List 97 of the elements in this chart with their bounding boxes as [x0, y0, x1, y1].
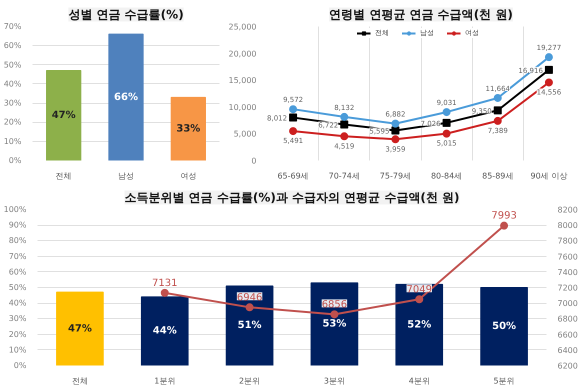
data-label: 7993 [491, 210, 517, 222]
point [544, 53, 553, 62]
x-tick-label: 전체 [56, 172, 72, 180]
bar [140, 296, 189, 366]
point [340, 132, 348, 140]
point [160, 288, 169, 297]
chart-title: 연령별 연평균 연금 수급액(천 원) [329, 8, 513, 22]
y-tick-label: 20% [4, 118, 22, 127]
x-tick-label: 65-69세 [277, 172, 309, 180]
y-tick-label: 60% [4, 41, 22, 50]
point [500, 222, 508, 230]
y2-tick-label: 6800 [558, 314, 578, 324]
y-tick-label: 90% [8, 220, 27, 230]
y-tick-label: 40% [4, 79, 22, 88]
x-tick-label: 75-79세 [380, 172, 412, 180]
bar [170, 96, 206, 160]
data-label: 7131 [152, 278, 178, 289]
y2-tick-label: 7000 [558, 299, 578, 308]
data-label: 33% [176, 123, 200, 134]
point [494, 94, 502, 102]
y2-tick-label: 7200 [558, 284, 578, 292]
y-tick-label: 50% [8, 283, 27, 292]
point [494, 116, 502, 125]
x-tick-label: 80-84세 [430, 172, 462, 180]
y2-tick-label: 8000 [558, 221, 578, 230]
chart-title: 성별 연금 수급률(%) [68, 8, 184, 22]
x-tick-label: 1분위 [154, 376, 176, 386]
y-tick-label: 40% [8, 298, 27, 308]
point [544, 66, 553, 74]
x-tick-label: 90세 이상 [530, 172, 568, 180]
x-tick-label: 2분위 [239, 376, 260, 386]
y-tick-label: 10% [8, 345, 27, 354]
x-tick-label: 남성 [118, 172, 134, 180]
chart-title: 소득분위별 연금 수급률(%)과 수급자의 연평균 수급액(천 원) [124, 190, 460, 204]
point [391, 135, 400, 144]
point [544, 78, 553, 86]
data-label: 47% [52, 110, 76, 122]
y-tick-label: 50% [4, 60, 22, 70]
point [391, 126, 400, 135]
y-tick-label: 0% [8, 156, 22, 165]
y2-tick-label: 7400 [558, 268, 578, 277]
data-label: 52% [407, 319, 432, 330]
y-tick-label: 20% [8, 330, 27, 339]
point [494, 106, 502, 114]
y-tick-label: 0 [251, 156, 257, 166]
y-tick-label: 0% [14, 361, 27, 370]
data-label: 47% [68, 323, 92, 334]
y-tick-label: 10% [4, 136, 22, 146]
point [330, 310, 338, 318]
x-tick-label: 85-89세 [482, 172, 514, 180]
x-tick-label: 5분위 [494, 376, 515, 386]
y-tick-label: 20,000 [228, 49, 257, 58]
y-tick-label: 10,000 [228, 102, 257, 112]
y-tick-label: 30% [8, 314, 27, 324]
y-tick-label: 25,000 [228, 22, 257, 32]
point [246, 303, 254, 312]
bar [56, 292, 104, 366]
data-label: 66% [114, 92, 138, 103]
data-label: 51% [238, 320, 262, 332]
y-tick-label: 70% [8, 252, 27, 261]
data-label: 44% [152, 326, 177, 337]
point [340, 112, 348, 121]
point [289, 127, 298, 136]
y-tick-label: 5,000 [234, 130, 257, 139]
point [289, 114, 298, 122]
y-tick-label: 30% [4, 98, 22, 108]
point [442, 118, 451, 127]
y-tick-label: 100% [4, 205, 27, 214]
point [442, 108, 451, 116]
point [442, 130, 451, 138]
point [415, 295, 424, 304]
bar [395, 284, 444, 366]
bar [226, 285, 274, 366]
y-tick-label: 70% [4, 22, 22, 31]
y2-tick-label: 7800 [558, 236, 578, 246]
x-tick-label: 4분위 [408, 376, 430, 386]
point [391, 120, 400, 128]
bar [310, 282, 358, 366]
x-tick-label: 70-74세 [328, 172, 360, 180]
bar [480, 287, 528, 366]
y-tick-label: 15,000 [228, 76, 257, 86]
x-tick-label: 전체 [72, 376, 88, 386]
x-tick-label: 여성 [180, 172, 196, 180]
y2-tick-label: 6400 [558, 346, 578, 355]
y-tick-label: 60% [8, 267, 27, 276]
y2-tick-label: 8200 [558, 206, 578, 214]
data-label: 53% [322, 318, 346, 330]
x-tick-label: 3분위 [324, 376, 345, 386]
point [289, 105, 298, 114]
y2-tick-label: 7600 [558, 252, 578, 262]
data-label: 50% [492, 321, 516, 332]
point [340, 120, 348, 128]
y2-tick-label: 6600 [558, 330, 578, 340]
bar [46, 70, 82, 160]
y-tick-label: 80% [8, 236, 27, 246]
y2-tick-label: 6200 [558, 362, 578, 370]
bar [108, 34, 144, 160]
